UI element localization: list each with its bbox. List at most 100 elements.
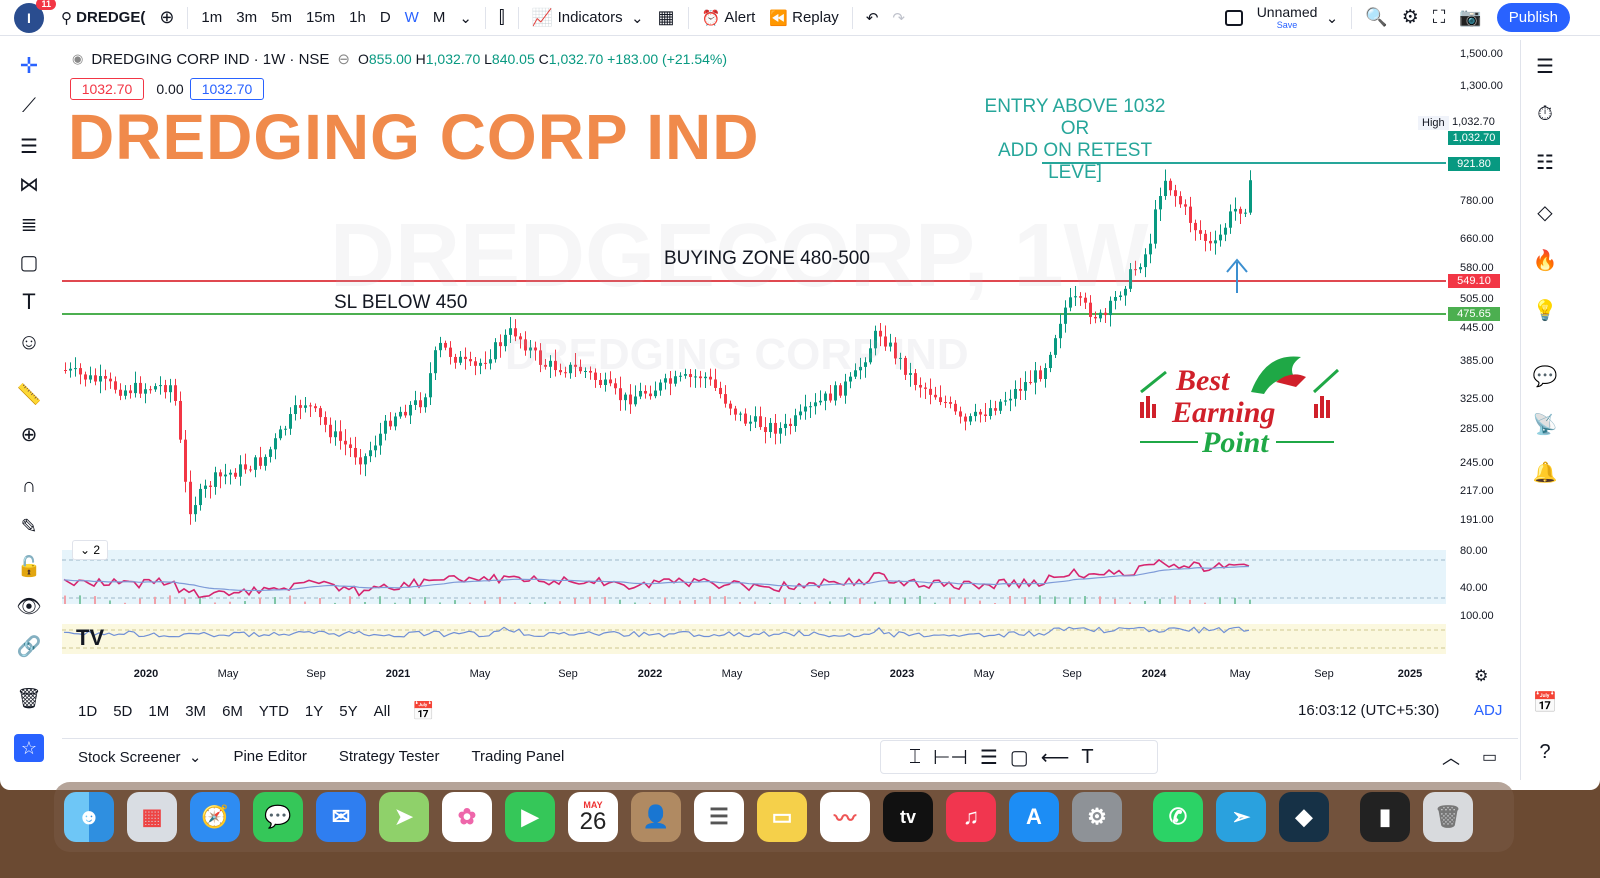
telegram-icon[interactable]: ➣ (1216, 792, 1266, 842)
compare-symbol-button[interactable]: ⊕ (152, 0, 181, 36)
crosshair-icon[interactable]: ✛ (19, 53, 39, 78)
collapse-icon[interactable]: ⊖ (337, 51, 350, 68)
layout-name-button[interactable]: Unnamed Save ⌄ (1250, 0, 1346, 36)
scale-settings-gear-icon[interactable]: ⚙ (1474, 668, 1489, 685)
interval-m[interactable]: M (432, 9, 446, 26)
range-5y[interactable]: 5Y (339, 702, 358, 720)
horizontal-ray-icon[interactable]: ⟵ (1040, 746, 1070, 769)
maximize-panel-icon[interactable]: ▭ (1482, 748, 1498, 766)
whatsapp-icon[interactable]: ✆ (1153, 792, 1203, 842)
contacts-icon[interactable]: 👤 (631, 792, 681, 842)
horizontal-lines-icon[interactable]: ☰ (20, 135, 38, 158)
lock-icon[interactable]: 🔓 (16, 555, 42, 578)
reminders-icon[interactable]: ☰ (694, 792, 744, 842)
buying-zone-annotation[interactable]: BUYING ZONE 480-500 (664, 248, 870, 269)
symbol-search[interactable]: ⚲ DREDGE( (54, 0, 152, 36)
notifications-bell-icon[interactable]: 🔔 (1532, 461, 1558, 484)
emoji-icon[interactable]: ☺ (17, 329, 41, 354)
system-settings-icon[interactable]: ⚙ (1072, 792, 1122, 842)
messages-icon[interactable]: 💬 (253, 792, 303, 842)
range-5d[interactable]: 5D (113, 702, 133, 720)
range-1y[interactable]: 1Y (304, 702, 324, 720)
time-axis[interactable]: 2020 May Sep 2021 May Sep 2022 May Sep 2… (62, 664, 1446, 684)
snapshot-button[interactable]: 📷 (1452, 0, 1488, 36)
photos-icon[interactable]: ✿ (442, 792, 492, 842)
undo-button[interactable]: ↶ (859, 0, 886, 36)
lines-icon[interactable]: ☰ (979, 746, 998, 769)
ruler-icon[interactable]: 📏 (16, 383, 42, 406)
interval-w[interactable]: W (404, 9, 419, 26)
watchlist-icon[interactable]: ☰ (1536, 55, 1554, 78)
eye-icon[interactable]: 👁 (16, 595, 42, 618)
timezone-clock[interactable]: 16:03:12 (UTC+5:30) (1298, 702, 1440, 719)
data-window-icon[interactable]: ☷ (1536, 151, 1554, 174)
settings-button[interactable]: ⚙ (1395, 0, 1426, 36)
range-3m[interactable]: 3M (185, 702, 207, 720)
templates-button[interactable]: ▦ (651, 0, 682, 36)
magnet-icon[interactable]: ∩ (21, 474, 37, 497)
replay-button[interactable]: ⏪ Replay (762, 0, 846, 36)
calendar-app-icon[interactable]: MAY 26 (568, 792, 618, 842)
layout-toggle-button[interactable] (1218, 0, 1250, 36)
fib-retracement-icon[interactable]: ≣ (20, 213, 38, 236)
go-to-date-icon[interactable]: 📅 (412, 700, 435, 721)
finder-icon[interactable]: ☻ (64, 792, 114, 842)
indicators-button[interactable]: 📈 Indicators ⌄ (525, 0, 651, 36)
hotlist-flame-icon[interactable]: 🔥 (1532, 249, 1558, 272)
publish-button[interactable]: Publish (1496, 3, 1570, 32)
interval-5m[interactable]: 5m (271, 9, 292, 26)
pitchfork-icon[interactable]: ⋈ (19, 173, 39, 196)
price-scale[interactable]: 1,500.00 1,300.00 High 1,032.70 1,032.70… (1418, 40, 1518, 690)
interval-d[interactable]: D (379, 9, 391, 26)
music-icon[interactable]: ♫ (946, 792, 996, 842)
interval-3m[interactable]: 3m (236, 9, 258, 26)
notes-icon[interactable]: ▭ (757, 792, 807, 842)
interval-1h[interactable]: 1h (349, 9, 366, 26)
text-tool-icon[interactable]: T (1081, 745, 1094, 768)
price-chart[interactable]: TV (62, 40, 1446, 690)
text-cursor-icon[interactable]: ⌶ (909, 745, 921, 768)
maps-icon[interactable]: ➤ (379, 792, 429, 842)
trend-line-icon[interactable]: ⟋ (22, 94, 36, 117)
chart-type-button[interactable]: ⫿ (492, 0, 512, 36)
range-6m[interactable]: 6M (222, 702, 243, 720)
date-range-icon[interactable]: ⊢⊣ (933, 746, 968, 769)
legend-title[interactable]: DREDGING CORP IND · 1W · NSE (91, 50, 330, 68)
interval-15m[interactable]: 15m (305, 9, 336, 26)
tab-strategy-tester[interactable]: Strategy Tester (338, 748, 440, 765)
collapse-panel-icon[interactable]: ︿ (1442, 747, 1460, 768)
app-store-icon[interactable]: A (1009, 792, 1059, 842)
rectangle-icon[interactable]: ▢ (1009, 746, 1029, 769)
tradingview-app-icon[interactable]: ◆ (1279, 792, 1329, 842)
redo-button[interactable]: ↷ (885, 0, 912, 36)
ideas-bulb-icon[interactable]: 💡 (1532, 299, 1558, 322)
range-1m[interactable]: 1M (148, 702, 170, 720)
chat-icon[interactable]: 💬 (1532, 365, 1558, 388)
safari-icon[interactable]: 🧭 (190, 792, 240, 842)
layers-icon[interactable]: ◇ (1537, 201, 1553, 224)
buy-button[interactable]: 1032.70 (190, 78, 264, 100)
apple-tv-icon[interactable]: tv (883, 792, 933, 842)
facetime-icon[interactable]: ▶ (505, 792, 555, 842)
trash-bin-icon[interactable]: 🗑 (1423, 792, 1473, 842)
user-avatar[interactable]: I 11 (14, 0, 56, 33)
fullscreen-button[interactable]: ⛶ (1426, 0, 1453, 36)
screen-recording-icon[interactable]: ▮ (1360, 792, 1410, 842)
alerts-clock-icon[interactable]: ⏱ (1537, 102, 1553, 125)
interval-1m[interactable]: 1m (201, 9, 223, 26)
link-icon[interactable]: 🔗 (16, 635, 42, 658)
quick-search-button[interactable]: 🔍 (1358, 0, 1394, 36)
launchpad-icon[interactable]: ▦ (127, 792, 177, 842)
tab-pine-editor[interactable]: Pine Editor (233, 748, 307, 765)
streams-icon[interactable]: 📡 (1532, 413, 1558, 436)
sell-button[interactable]: 1032.70 (70, 78, 144, 100)
calendar-icon[interactable]: 📅 (1532, 691, 1558, 714)
indicators-collapse-toggle[interactable]: ⌄ 2 (72, 540, 108, 560)
rectangle-icon[interactable]: ▢ (19, 251, 39, 274)
alert-button[interactable]: ⏰ Alert (695, 0, 763, 36)
trash-icon[interactable]: 🗑 (16, 687, 42, 710)
favorites-star-icon[interactable]: ☆ (14, 734, 44, 762)
adj-toggle[interactable]: ADJ (1474, 702, 1503, 719)
tab-trading-panel[interactable]: Trading Panel (471, 748, 565, 765)
text-tool-icon[interactable]: T (22, 289, 36, 314)
